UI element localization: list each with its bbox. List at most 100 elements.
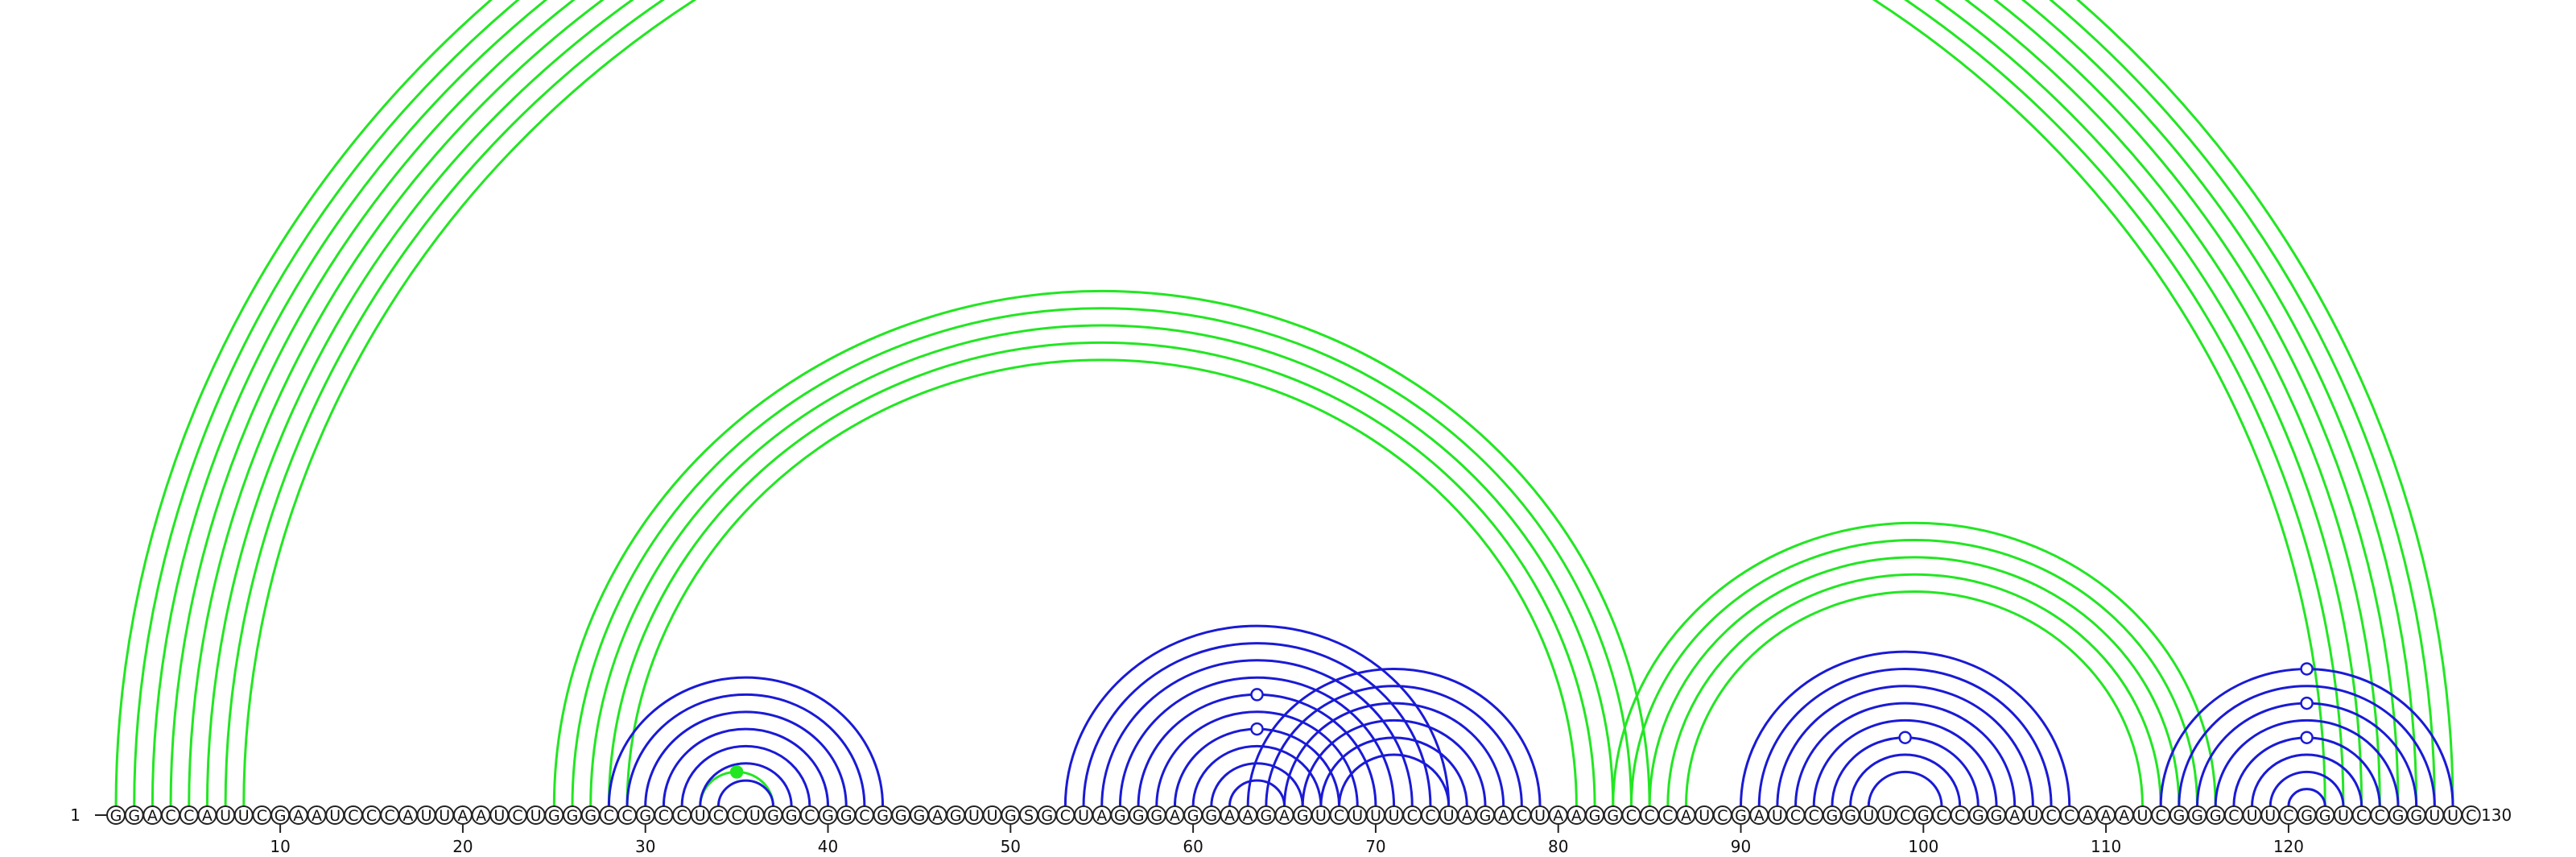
nucleotide: G: [1822, 805, 1842, 825]
nucleotide: C: [252, 805, 272, 825]
nucleotide: G: [1001, 805, 1021, 825]
svg-text:G: G: [128, 807, 140, 825]
nucleotide: A: [1092, 805, 1112, 825]
green-arc: [133, 0, 2436, 807]
svg-text:110: 110: [2091, 837, 2121, 856]
svg-text:C: C: [1407, 807, 1418, 825]
svg-text:A: A: [293, 807, 303, 825]
svg-text:U: U: [1534, 807, 1546, 825]
svg-text:C: C: [1517, 807, 1527, 825]
nucleotide: G: [1129, 805, 1149, 825]
svg-text:C: C: [2046, 807, 2056, 825]
blue-arc: [1210, 762, 1304, 807]
blue-arc: [1301, 718, 1487, 807]
nucleotide: U: [435, 805, 455, 825]
nucleotide: C: [2041, 805, 2062, 825]
blue-arc: [680, 744, 811, 807]
svg-text:100: 100: [1908, 837, 1938, 856]
svg-text:70: 70: [1365, 837, 1385, 856]
markers-layer: [729, 662, 2314, 779]
nucleotide: G: [763, 805, 783, 825]
nucleotide: G: [2206, 805, 2226, 825]
blue-arc: [2268, 770, 2345, 807]
nucleotide: U: [745, 805, 765, 825]
nucleotide: C: [1657, 805, 1678, 825]
svg-text:G: G: [2210, 807, 2222, 825]
nucleotide: U: [2242, 805, 2262, 825]
blue-arc: [1063, 624, 1451, 807]
svg-text:C: C: [1334, 807, 1344, 825]
svg-text:C: C: [859, 807, 869, 825]
svg-text:C: C: [1060, 807, 1071, 825]
svg-text:G: G: [639, 807, 651, 825]
nucleotide: A: [452, 805, 473, 825]
nucleotide: C: [708, 805, 729, 825]
nucleotide: U: [325, 805, 345, 825]
nucleotide: U: [964, 805, 984, 825]
svg-text:U: U: [1699, 807, 1710, 825]
blue-open-marker: [2300, 662, 2314, 676]
position-tick: 60: [1183, 825, 1203, 856]
nucleotide: U: [1384, 805, 1404, 825]
svg-text:U: U: [220, 807, 231, 825]
svg-text:C: C: [1936, 807, 1946, 825]
nucleotide: G: [1840, 805, 1860, 825]
nucleotide: G: [1731, 805, 1751, 825]
nucleotide: G: [1110, 805, 1130, 825]
svg-text:A: A: [202, 807, 213, 825]
nucleotide: C: [1932, 805, 1951, 825]
position-tick: 100: [1908, 825, 1938, 856]
green-arc: [552, 290, 1651, 807]
position-tick: 70: [1365, 825, 1386, 856]
start-label: 1: [70, 805, 80, 825]
svg-text:A: A: [2083, 807, 2093, 825]
nucleotide: A: [2114, 805, 2134, 825]
svg-text:G: G: [1260, 807, 1272, 825]
svg-text:A: A: [147, 807, 158, 825]
nucleotide: A: [307, 805, 327, 825]
nucleotide: A: [927, 805, 947, 825]
nucleotide: C: [2151, 805, 2171, 825]
end-label: 130: [2481, 805, 2512, 825]
nucleotide: C: [1621, 805, 1641, 825]
nucleotide: C: [1712, 805, 1732, 825]
svg-text:A: A: [312, 807, 322, 825]
nucleotide: G: [836, 805, 857, 825]
svg-text:G: G: [567, 807, 579, 825]
green-arc: [224, 0, 2345, 807]
blue-open-marker: [1250, 722, 1264, 736]
nucleotide: C: [1804, 805, 1824, 825]
nucleotide: U: [1365, 805, 1385, 825]
svg-text:30: 30: [635, 837, 655, 856]
svg-text:C: C: [184, 807, 194, 825]
svg-text:C: C: [1644, 807, 1654, 825]
nucleotide: G: [1987, 805, 2007, 825]
svg-text:U: U: [1315, 807, 1327, 825]
svg-text:U: U: [2247, 807, 2258, 825]
blue-arc: [1191, 744, 1323, 807]
nucleotide: C: [599, 805, 619, 825]
nucleotide: A: [1274, 805, 1294, 825]
svg-text:C: C: [257, 807, 267, 825]
blue-arc: [1319, 736, 1468, 807]
svg-text:C: C: [621, 807, 632, 825]
svg-text:G: G: [1918, 807, 1930, 825]
svg-text:C: C: [713, 807, 724, 825]
nucleotide: C: [1785, 805, 1806, 825]
svg-text:G: G: [822, 807, 834, 825]
blue-arc: [2251, 753, 2363, 807]
nucleotide: C: [1950, 805, 1970, 825]
blue-arc: [625, 693, 866, 807]
svg-text:U: U: [238, 807, 250, 825]
nucleotide: G: [1968, 805, 1988, 825]
svg-text:C: C: [1662, 807, 1673, 825]
svg-text:C: C: [676, 807, 687, 825]
nucleotide: G: [1913, 805, 1934, 825]
svg-text:A: A: [1279, 807, 1290, 825]
nucleotide: U: [1074, 805, 1094, 825]
svg-text:A: A: [2101, 807, 2112, 825]
svg-text:G: G: [1735, 807, 1747, 825]
green-arc: [1612, 521, 2217, 807]
svg-text:G: G: [1150, 807, 1162, 825]
svg-text:U: U: [968, 807, 980, 825]
